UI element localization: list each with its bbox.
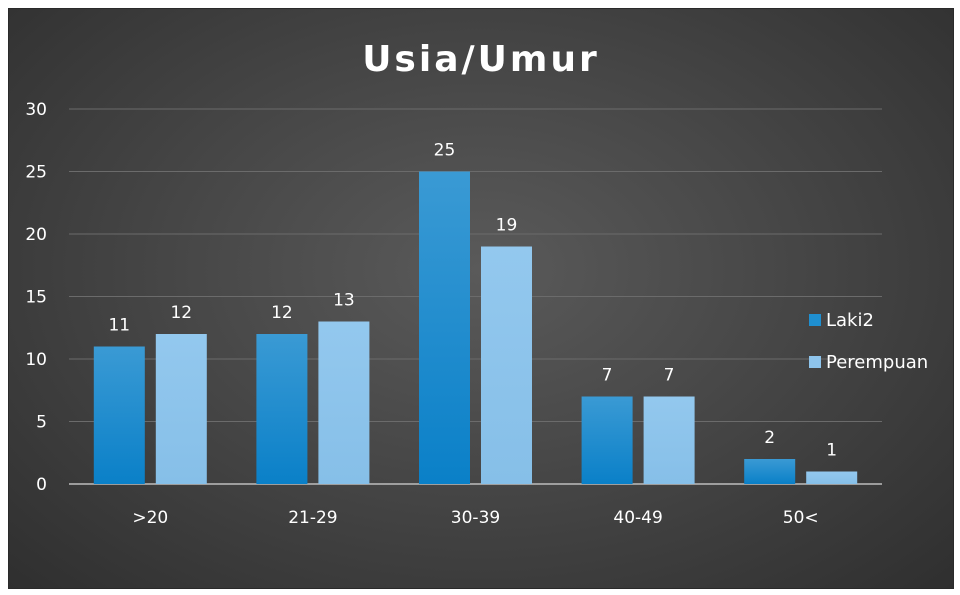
legend-swatch [809, 314, 821, 326]
y-tick-label: 10 [25, 350, 47, 370]
bars [93, 171, 858, 484]
bar-laki2-2 [419, 171, 470, 484]
bar-perempuan-2 [481, 246, 532, 484]
y-tick-label: 5 [36, 413, 47, 433]
x-tick-label: 40-49 [613, 508, 662, 528]
y-tick-label: 25 [25, 163, 47, 183]
data-label: 19 [496, 216, 518, 236]
bar-laki2-0 [93, 346, 145, 484]
data-label: 7 [602, 366, 613, 386]
chart-card: Usia/Umur 0 5 10 15 20 25 30 11 12 12 13 25 19 7 7 2 1 … [8, 8, 954, 589]
x-tick-label: >20 [132, 508, 168, 528]
x-tick-label: 50< [783, 508, 819, 528]
y-tick-label: 0 [36, 475, 47, 495]
data-label: 12 [271, 303, 293, 323]
data-labels: 11 12 12 13 25 19 7 7 2 1 [108, 141, 837, 461]
bar-perempuan-1 [318, 321, 370, 484]
bar-perempuan-0 [155, 334, 207, 484]
y-tick-label: 30 [25, 100, 47, 120]
data-label: 1 [826, 441, 837, 461]
y-tick-label: 15 [25, 288, 47, 308]
data-label: 7 [664, 366, 675, 386]
x-axis: >20 21-29 30-39 40-49 50< [132, 508, 818, 528]
legend-label: Laki2 [826, 310, 874, 331]
bar-chart: 0 5 10 15 20 25 30 11 12 12 13 25 19 7 7 2 1 >20 21-29 30… [25, 100, 928, 528]
data-label: 12 [170, 303, 192, 323]
legend-label: Perempuan [826, 352, 928, 373]
data-label: 25 [434, 141, 456, 161]
x-tick-label: 21-29 [288, 508, 337, 528]
data-label: 13 [333, 291, 355, 311]
legend: Laki2 Perempuan [809, 310, 928, 373]
data-label: 11 [108, 316, 130, 336]
bar-perempuan-4 [806, 471, 858, 484]
y-axis: 0 5 10 15 20 25 30 [25, 100, 47, 495]
data-label: 2 [764, 428, 775, 448]
bar-laki2-4 [744, 459, 796, 484]
bar-perempuan-3 [643, 396, 695, 484]
bar-laki2-3 [581, 396, 633, 484]
legend-swatch [809, 356, 821, 368]
bar-laki2-1 [256, 334, 308, 484]
x-tick-label: 30-39 [451, 508, 500, 528]
y-tick-label: 20 [25, 225, 47, 245]
chart-title: Usia/Umur [362, 39, 600, 80]
